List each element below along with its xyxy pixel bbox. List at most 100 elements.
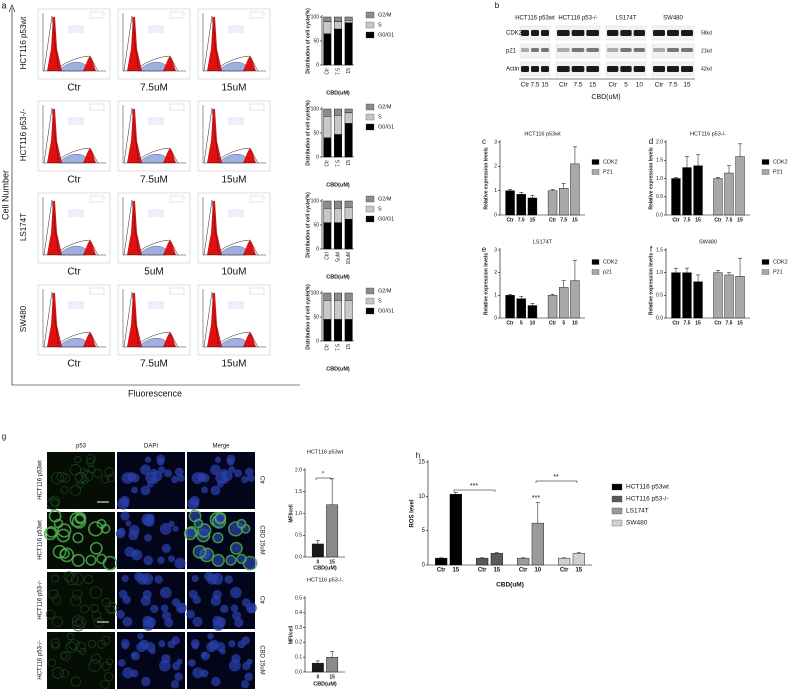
- x-tick-label: Ctr: [506, 320, 513, 326]
- x-tick-label: 7.5: [684, 217, 691, 223]
- bar: [476, 557, 489, 566]
- treatment-label: CBD 15uM: [258, 645, 264, 674]
- nucleus: [192, 667, 204, 679]
- x-axis-title: CBD(uM): [313, 681, 337, 687]
- bar-segment: [344, 108, 353, 114]
- p53-signal: [96, 518, 107, 529]
- nucleus: [233, 469, 242, 478]
- nucleus: [144, 456, 152, 463]
- p53-signal: [105, 602, 118, 614]
- p53-signal: [101, 661, 111, 671]
- legend-label: P21: [773, 169, 783, 175]
- nucleus: [207, 633, 214, 640]
- nucleus: [241, 636, 251, 645]
- y-axis-title: Relative expression levels: [483, 253, 489, 315]
- g1-peak: [47, 293, 62, 347]
- dose-label: 7.5uM: [140, 83, 168, 94]
- lane-label: 15: [683, 82, 691, 89]
- nucleus: [214, 456, 222, 463]
- lane-label: Ctr: [521, 82, 531, 89]
- nucleus: [187, 659, 196, 667]
- nucleus: [144, 534, 152, 542]
- bar: [435, 557, 448, 566]
- legend-swatch: [591, 259, 600, 265]
- p53-signal: [75, 641, 86, 653]
- chart-title: HCT116 p53-/-: [690, 131, 726, 137]
- annotation: ***: [532, 495, 540, 502]
- bar-segment: [323, 33, 332, 66]
- lane-label: 15: [541, 82, 549, 89]
- x-tick-label: 15: [530, 217, 536, 223]
- blot-band: [541, 30, 549, 36]
- p53-signal: [56, 471, 67, 482]
- x-tick-label: 7.5: [335, 160, 341, 167]
- row-label: HCT116 p53-/-: [38, 640, 44, 679]
- cell-line-label: LS174T: [19, 213, 28, 241]
- nucleus: [210, 464, 221, 476]
- p53-signal: [91, 610, 102, 621]
- panel-label: d: [649, 137, 653, 146]
- plot-stats: [68, 209, 84, 217]
- y-tick-label: 100: [311, 14, 320, 20]
- row-label: HCT116 p53wt: [38, 460, 44, 500]
- y-tick-label: 100: [311, 198, 320, 204]
- nucleus: [154, 575, 163, 584]
- nucleus: [160, 586, 172, 599]
- p53-signal: [104, 467, 114, 477]
- legend-swatch: [761, 159, 770, 165]
- plot-stats: [68, 117, 84, 125]
- lane-label: 7.5: [530, 82, 539, 89]
- blot-heading: HCT116 p53-/-: [558, 16, 597, 22]
- p53-signal: [74, 512, 87, 525]
- y-tick-label: 1.5: [295, 489, 302, 495]
- x-tick-label: Ctr: [506, 217, 513, 223]
- plot-stats: [228, 25, 244, 33]
- blot-band: [586, 30, 599, 36]
- nucleus: [231, 543, 242, 553]
- nucleus: [174, 557, 186, 569]
- nucleus: [211, 676, 221, 687]
- y-tick-label: 1: [494, 293, 497, 299]
- nucleus: [160, 604, 169, 613]
- size-label: 42kd: [701, 66, 712, 72]
- chart-title: SW480: [699, 239, 717, 245]
- x-tick-label: 7.5: [335, 344, 341, 351]
- bar: [570, 280, 580, 319]
- y-axis-title: Distribution of cell cycle(%): [305, 284, 311, 350]
- nucleus: [118, 589, 128, 599]
- y-tick-label: 2: [494, 270, 497, 276]
- dose-label: 15uM: [221, 359, 246, 370]
- nucleus: [198, 525, 210, 536]
- lane-label: 7.5: [573, 82, 582, 89]
- nucleus: [137, 633, 144, 640]
- x-tick-label: 10: [530, 320, 536, 326]
- bar-segment: [323, 137, 332, 158]
- g2-peak: [163, 148, 176, 163]
- bar: [505, 190, 515, 216]
- p53-signal: [100, 679, 110, 689]
- p53-signal: [71, 514, 87, 529]
- bar: [713, 178, 723, 216]
- nucleus: [186, 609, 195, 619]
- nucleus: [121, 642, 129, 650]
- legend-swatch: [365, 103, 375, 111]
- p53-signal: [89, 586, 103, 599]
- y-tick-label: 0: [494, 315, 497, 321]
- y-tick-label: 0.3: [295, 625, 302, 631]
- bar-segment: [334, 108, 342, 116]
- p53-signal: [68, 639, 80, 650]
- g2-peak: [163, 240, 176, 255]
- bar: [693, 165, 703, 216]
- bar-segment: [323, 207, 332, 223]
- p53-signal: [192, 544, 207, 559]
- legend-swatch: [365, 205, 375, 213]
- blot-band: [620, 30, 632, 36]
- blot-band: [667, 48, 679, 52]
- x-tick-label: 15: [329, 674, 335, 680]
- nucleus: [140, 464, 151, 476]
- blot-band: [653, 48, 665, 52]
- legend-swatch: [591, 269, 600, 275]
- p53-signal: [59, 547, 75, 563]
- blot-heading: HCT116 p53wt: [515, 16, 555, 22]
- nucleus: [195, 520, 202, 527]
